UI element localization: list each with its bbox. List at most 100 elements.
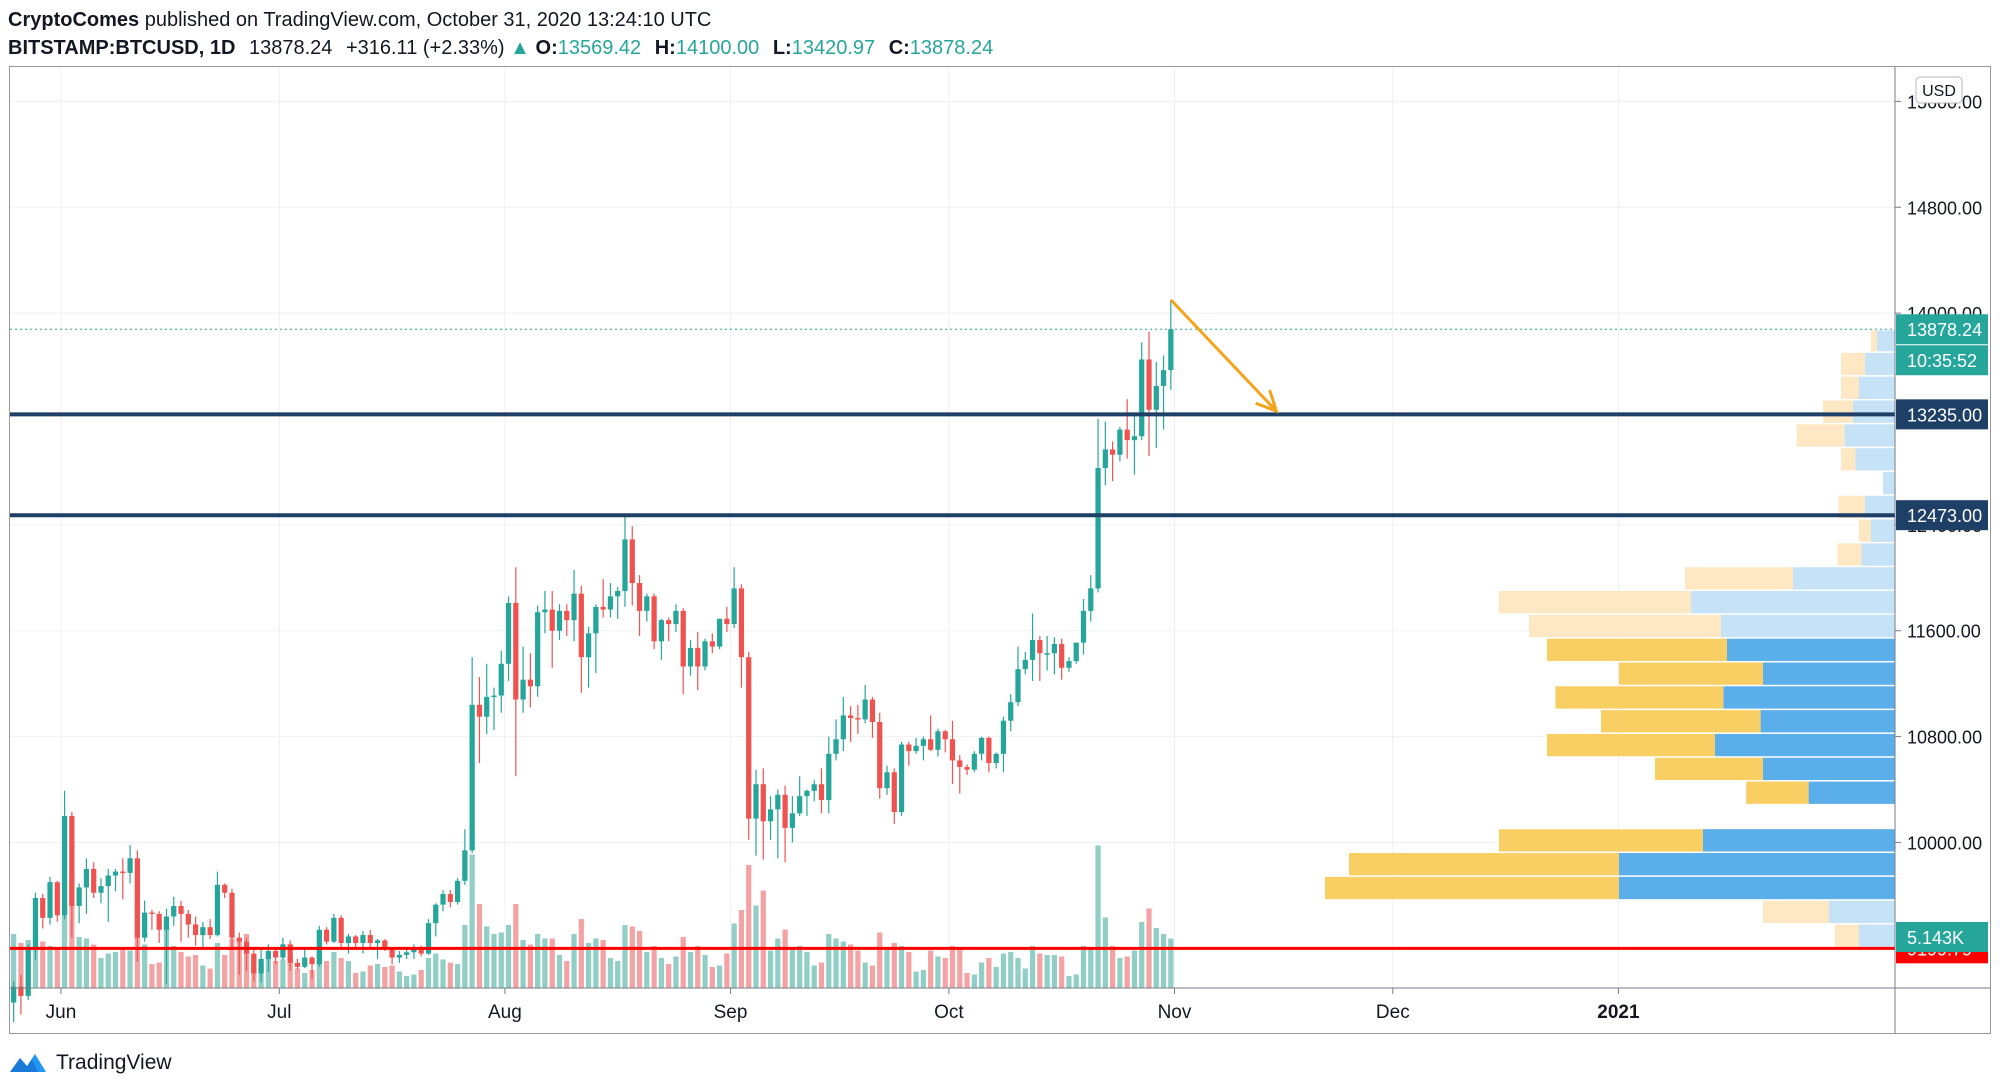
volume-bar bbox=[1059, 956, 1065, 988]
publisher-name[interactable]: CryptoComes bbox=[8, 9, 140, 31]
volume-bar bbox=[171, 946, 177, 988]
candle bbox=[505, 596, 512, 681]
volume-bar bbox=[192, 955, 199, 988]
candle bbox=[971, 751, 977, 773]
volume-bar bbox=[156, 962, 162, 988]
price-chart[interactable]: 15600.0014800.0014000.0012400.0011600.00… bbox=[10, 67, 1990, 1033]
symbol-label[interactable]: BITSTAMP:BTCUSD, 1D bbox=[8, 37, 236, 59]
candle-body bbox=[273, 950, 279, 958]
candle bbox=[207, 919, 213, 940]
candle-body bbox=[83, 868, 90, 888]
volume-bar bbox=[855, 950, 861, 988]
candle bbox=[338, 915, 344, 949]
candle-body bbox=[804, 790, 810, 797]
countdown-label-text: 10:35:52 bbox=[1907, 351, 1977, 371]
candle-body bbox=[404, 952, 410, 955]
candle bbox=[869, 696, 876, 738]
volume-profile-down-bar bbox=[1796, 424, 1845, 447]
volume-profile-up-bar bbox=[1760, 710, 1895, 733]
tradingview-logo-icon[interactable] bbox=[8, 1050, 48, 1076]
volume-bar bbox=[571, 934, 577, 988]
volume-bar bbox=[142, 944, 148, 988]
volume-profile-down-bar bbox=[1841, 448, 1856, 471]
tradingview-brand[interactable]: TradingView bbox=[56, 1051, 172, 1074]
candle bbox=[840, 696, 846, 752]
volume-profile-down-bar bbox=[1763, 900, 1829, 923]
candle bbox=[862, 684, 868, 724]
candle bbox=[928, 715, 934, 752]
volume-bar bbox=[731, 923, 737, 988]
candle bbox=[120, 858, 126, 900]
volume-bars bbox=[11, 845, 1174, 988]
candle-body bbox=[287, 944, 293, 963]
ohlc-line: BITSTAMP:BTCUSD, 1D 13878.24 +316.11 (+2… bbox=[8, 34, 1988, 62]
level-price-label: 12473.00 bbox=[1896, 500, 1988, 531]
volume-bar bbox=[636, 931, 643, 988]
candle-body bbox=[1073, 642, 1079, 662]
candle-body bbox=[134, 858, 140, 938]
candle bbox=[462, 829, 468, 885]
candle bbox=[476, 677, 483, 764]
candle bbox=[877, 712, 883, 799]
candle-body bbox=[1088, 588, 1094, 611]
chart-area[interactable]: 15600.0014800.0014000.0012400.0011600.00… bbox=[9, 66, 1991, 1034]
candle bbox=[527, 653, 533, 708]
candle bbox=[658, 618, 665, 660]
arrow-annotation bbox=[1169, 298, 1279, 414]
volume-bar bbox=[1015, 958, 1021, 988]
volume-bar bbox=[1168, 938, 1174, 988]
candle bbox=[811, 780, 817, 802]
candle bbox=[411, 944, 417, 959]
volume-bar bbox=[564, 961, 570, 988]
candle-body bbox=[1131, 436, 1138, 441]
volume-bar bbox=[1124, 956, 1130, 988]
candle-body bbox=[491, 695, 497, 698]
candle-body bbox=[928, 739, 934, 750]
volume-bar bbox=[673, 956, 679, 988]
volume-bar bbox=[433, 953, 439, 988]
volume-bar bbox=[1131, 950, 1138, 988]
volume-profile-up-bar bbox=[1865, 352, 1895, 376]
volume-profile-down-bar bbox=[1601, 710, 1761, 733]
volume-bar bbox=[978, 962, 985, 988]
volume-bar bbox=[302, 973, 308, 988]
volume-bar bbox=[862, 962, 868, 988]
last-price-value: 13878.24 bbox=[248, 37, 333, 59]
candle bbox=[709, 633, 715, 654]
volume-value-label-text: 5.143K bbox=[1907, 928, 1964, 948]
volume-bar bbox=[746, 865, 752, 988]
last-price-label-bg bbox=[1896, 314, 1988, 345]
candle bbox=[520, 646, 526, 713]
candle-body bbox=[69, 815, 75, 906]
x-tick-label: 2021 bbox=[1597, 1002, 1640, 1023]
candle bbox=[651, 593, 657, 650]
volume-bar bbox=[622, 925, 628, 988]
volume-profile-up-bar bbox=[1865, 495, 1895, 519]
volume-profile-up-bar bbox=[1721, 614, 1895, 638]
currency-button[interactable]: USD bbox=[1915, 76, 1963, 104]
candle-body bbox=[200, 927, 206, 936]
volume-profile-up-bar bbox=[1763, 662, 1895, 685]
candle bbox=[40, 894, 46, 929]
volume-bar bbox=[440, 959, 446, 988]
volume-bar bbox=[454, 964, 461, 988]
volume-bar bbox=[818, 962, 825, 988]
candle-body bbox=[484, 696, 490, 717]
candle bbox=[251, 948, 257, 982]
volume-profile-down-bar bbox=[1349, 853, 1619, 876]
candle bbox=[331, 913, 337, 944]
candle-body bbox=[127, 858, 133, 873]
candle bbox=[731, 567, 737, 629]
candle-body bbox=[367, 935, 373, 944]
volume-bar bbox=[105, 953, 111, 988]
volume-bar bbox=[891, 943, 897, 988]
candle bbox=[833, 719, 839, 761]
volume-bar bbox=[607, 958, 614, 988]
candle bbox=[1095, 418, 1101, 593]
candle-body bbox=[61, 815, 68, 916]
candle bbox=[171, 896, 177, 926]
volume-profile bbox=[1325, 330, 1895, 947]
volume-bar bbox=[629, 926, 635, 988]
volume-bar bbox=[323, 961, 330, 988]
candle-body bbox=[214, 884, 221, 936]
